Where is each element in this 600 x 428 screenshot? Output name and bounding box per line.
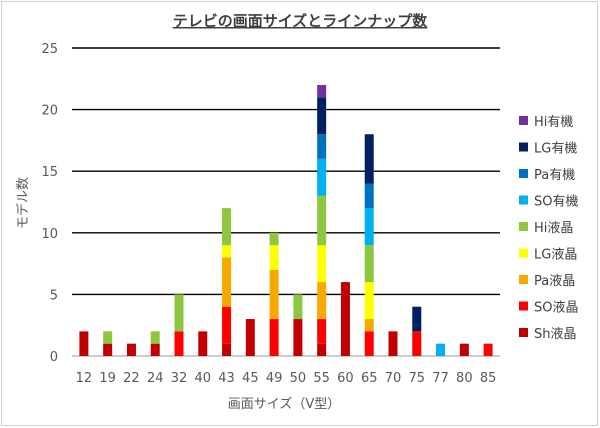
chart-title: テレビの画面サイズとラインナップ数 [173, 12, 429, 30]
y-tick-label: 0 [50, 350, 58, 365]
x-tick-label: 65 [361, 371, 378, 386]
bar-segment [340, 282, 350, 356]
bar-segment [317, 245, 327, 283]
bar-segment [388, 331, 398, 356]
bar-segment [126, 343, 136, 356]
bar-segment [198, 331, 208, 356]
x-tick-label: 32 [171, 371, 188, 386]
legend-swatch [519, 116, 528, 125]
bar-segment [222, 208, 232, 246]
bar-segment [364, 208, 374, 246]
legend-label: SO有機 [534, 195, 579, 210]
bar-segment [174, 294, 184, 332]
x-tick-label: 12 [76, 371, 93, 386]
bar-segment [412, 306, 422, 332]
y-axis-label: モデル数 [15, 177, 31, 229]
bar-segment [317, 134, 327, 159]
bar-segment [317, 84, 327, 98]
legend-swatch [519, 248, 528, 258]
bar-segment [364, 183, 374, 209]
legend-label: LG有機 [534, 142, 577, 157]
x-tick-label: 43 [218, 371, 235, 386]
x-tick-label: 55 [313, 371, 330, 386]
bar-segment [222, 257, 232, 307]
legend-label: SO液晶 [534, 301, 579, 316]
bar-segment [150, 343, 160, 356]
bar-segment [364, 134, 374, 184]
bar-segment [222, 245, 232, 258]
bar-segment [103, 343, 113, 356]
bar-segment [174, 331, 184, 356]
bar-segment [317, 97, 327, 135]
bar-segment [317, 195, 327, 246]
bar-segment [364, 245, 374, 283]
legend-label: LG液晶 [534, 248, 577, 263]
x-tick-label: 50 [290, 371, 307, 386]
bar-segment [436, 343, 446, 356]
bar-segment [293, 294, 303, 320]
legend-swatch [519, 301, 528, 311]
legend-label: Hi液晶 [534, 221, 573, 236]
bar-segment [317, 319, 327, 344]
bar-segment [222, 306, 232, 344]
x-tick-label: 80 [456, 371, 473, 386]
bar-segment [269, 232, 279, 246]
bar-segment [317, 282, 327, 320]
x-tick-label: 45 [242, 371, 259, 386]
x-axis-label: 画面サイズ（V型） [228, 396, 341, 412]
bar-segment [459, 343, 469, 356]
legend-swatch [519, 169, 528, 178]
legend-label: Sh液晶 [534, 327, 577, 342]
bar-segment [483, 343, 493, 356]
legend-swatch [519, 195, 528, 205]
x-tick-label: 60 [337, 371, 354, 386]
gridlines [72, 47, 500, 357]
legend-label: Pa液晶 [534, 274, 575, 289]
bars [79, 84, 493, 356]
bar-segment [222, 343, 232, 356]
x-tick-label: 24 [147, 371, 164, 386]
bar-segment [317, 343, 327, 356]
x-tick-label: 40 [195, 371, 212, 386]
bar-segment [293, 319, 303, 356]
bar-segment [269, 269, 279, 320]
y-tick-label: 25 [41, 42, 58, 57]
legend-label: Hi有機 [534, 115, 573, 130]
x-tick-label: 70 [385, 371, 402, 386]
y-tick-label: 5 [50, 288, 58, 303]
bar-segment [150, 331, 160, 344]
bar-segment [317, 158, 327, 196]
bar-segment [103, 331, 113, 344]
legend-swatch [519, 142, 528, 152]
bar-segment [364, 319, 374, 332]
x-tick-label: 22 [123, 371, 140, 386]
bar-segment [412, 331, 422, 356]
y-tick-label: 15 [41, 165, 58, 180]
x-tick-label: 85 [480, 371, 497, 386]
x-tick-label: 75 [409, 371, 426, 386]
bar-segment [269, 245, 279, 270]
bar-segment [79, 331, 89, 356]
legend: Hi有機 LG有機 Pa有機 SO有機 Hi液晶 LG液晶 Pa液晶 SO液晶 Sh液晶 [519, 115, 579, 342]
legend-swatch [519, 328, 528, 337]
x-tick-label: 19 [99, 371, 116, 386]
x-tick-label: 77 [432, 371, 449, 386]
bar-segment [269, 319, 279, 356]
bar-segment [364, 331, 374, 356]
y-tick-label: 10 [41, 227, 58, 242]
bar-segment [364, 282, 374, 320]
axes: 0 5 10 15 20 25 12 19 22 24 32 40 43 45 49 50 55 60 65 70 75… [41, 42, 496, 386]
x-tick-label: 49 [266, 371, 283, 386]
legend-label: Pa有機 [534, 168, 575, 183]
legend-swatch [519, 275, 528, 284]
legend-swatch [519, 222, 528, 231]
y-tick-label: 20 [41, 104, 58, 119]
bar-segment [245, 319, 255, 356]
